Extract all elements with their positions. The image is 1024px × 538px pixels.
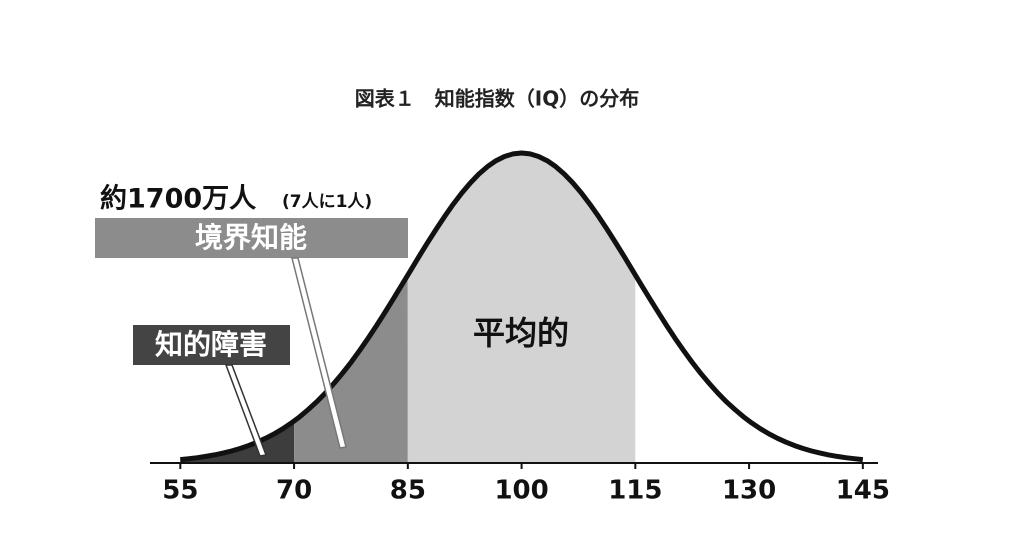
label-box xyxy=(133,325,290,365)
regions xyxy=(180,150,864,463)
annotation-note: (7人に1人) xyxy=(282,192,372,212)
region-label: 平均的 xyxy=(473,314,569,352)
leader-line xyxy=(291,257,347,449)
x-tick-label: 55 xyxy=(162,476,198,506)
chart-title: 図表１ 知能指数（IQ）の分布 xyxy=(355,87,639,111)
x-tick-label: 70 xyxy=(276,476,312,506)
x-tick-label: 130 xyxy=(722,476,776,506)
x-tick-label: 85 xyxy=(390,476,426,506)
label-box xyxy=(95,218,408,258)
curve xyxy=(180,150,864,463)
region xyxy=(407,153,636,463)
region-label: 知的障害 xyxy=(155,328,267,361)
x-tick-label: 115 xyxy=(608,476,662,506)
annotation-main: 約1700万人 xyxy=(100,183,256,215)
region-label: 境界知能 xyxy=(195,221,307,254)
x-tick-label: 100 xyxy=(494,476,548,506)
leader-line xyxy=(224,364,268,457)
x-tick-label: 145 xyxy=(836,476,890,506)
